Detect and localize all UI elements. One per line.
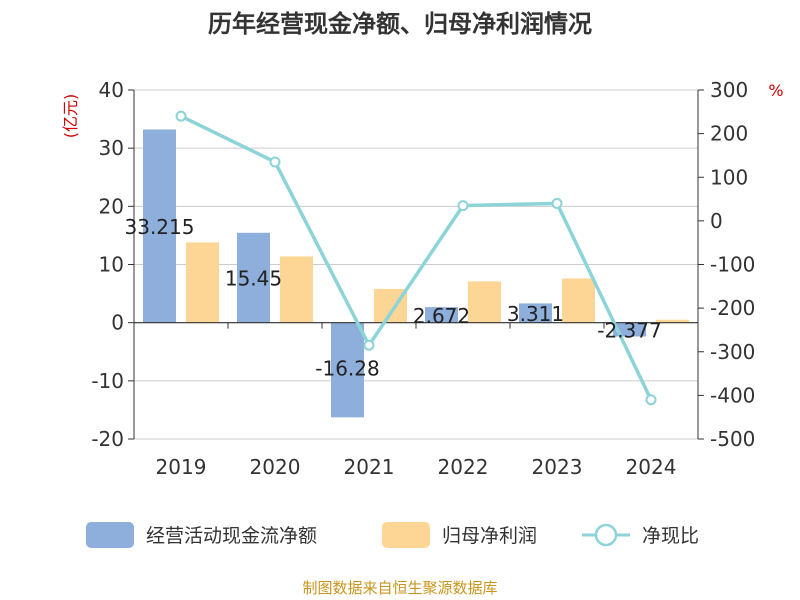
x-label-2021: 2021 [344, 455, 395, 479]
right-tick-label: -300 [710, 340, 755, 364]
cashflow-bar-2022 [425, 307, 458, 323]
legend-marker-cash-ratio [594, 523, 618, 547]
cashflow-bar-2019 [143, 129, 176, 323]
cashflow-bar-2023 [519, 303, 552, 323]
right-tick-label: -400 [710, 383, 755, 407]
right-tick-label: 300 [710, 78, 748, 102]
cash-ratio-point-2022 [457, 200, 469, 212]
cashflow-data-label-2020: 15.45 [225, 267, 282, 291]
net-profit-bar-2019 [186, 242, 219, 323]
cashflow-bar-2024 [613, 322, 646, 337]
left-tick-label: 40 [99, 78, 124, 102]
legend-item-net-profit[interactable]: 归母净利润 [382, 522, 537, 548]
right-tick-label: -200 [710, 296, 755, 320]
left-axis-unit: (亿元) [61, 94, 80, 139]
left-tick-label: -10 [91, 369, 124, 393]
cashflow-bar-2020 [237, 232, 270, 323]
right-tick-label: -500 [710, 427, 755, 451]
data-labels: 33.215 15.45 -16.28 2.672 3.311 -2.377 [125, 215, 662, 380]
legend: 经营活动现金流净额 归母净利润 净现比 [86, 522, 699, 548]
left-tick-label: 10 [99, 253, 124, 277]
x-axis [133, 322, 699, 329]
x-tick-labels: 2019 2020 2021 2022 2023 2024 [156, 455, 677, 479]
x-label-2022: 2022 [438, 455, 489, 479]
source-note: 制图数据来自恒生聚源数据库 [302, 579, 497, 597]
legend-item-cashflow[interactable]: 经营活动现金流净额 [86, 522, 317, 548]
cash-ratio-line [180, 114, 653, 401]
legend-label-cash-ratio: 净现比 [642, 525, 699, 547]
legend-label-net-profit: 归母净利润 [442, 525, 537, 547]
cashflow-bar-2021 [331, 322, 364, 418]
cash-ratio-point-2020 [269, 156, 281, 168]
x-label-2023: 2023 [532, 455, 583, 479]
cashflow-data-label-2023: 3.311 [507, 302, 564, 326]
right-axis-unit: % [768, 81, 783, 100]
legend-swatch-net-profit [382, 522, 430, 548]
right-tick-label: -100 [710, 253, 755, 277]
x-label-2019: 2019 [156, 455, 207, 479]
cash-ratio-point-2023 [551, 197, 563, 209]
cashflow-data-label-2019: 33.215 [125, 215, 195, 239]
chart-title: 历年经营现金净额、归母净利润情况 [208, 10, 592, 38]
net-profit-bar-2022 [468, 281, 501, 323]
cashflow-data-label-2024: -2.377 [597, 319, 661, 343]
right-tick-label: 0 [710, 209, 723, 233]
cashflow-data-label-2021: -16.28 [315, 356, 379, 380]
cashflow-data-label-2022: 2.672 [413, 304, 470, 328]
legend-item-cash-ratio[interactable]: 净现比 [582, 523, 699, 547]
left-tick-label: 30 [99, 136, 124, 160]
legend-swatch-cashflow [86, 522, 134, 548]
left-tick-label: 20 [99, 194, 124, 218]
right-y-axis: 300 200 100 0 -100 -200 -300 -400 -500 [697, 78, 755, 451]
right-tick-label: 100 [710, 165, 748, 189]
left-y-axis: 40 30 20 10 0 -10 -20 [91, 78, 135, 451]
right-tick-label: 200 [710, 122, 748, 146]
x-label-2024: 2024 [626, 455, 677, 479]
net-profit-bar-2023 [562, 278, 595, 323]
cash-ratio-point-2021 [363, 339, 375, 351]
net-profit-bar-2020 [280, 256, 313, 323]
left-tick-label: -20 [91, 427, 124, 451]
net-profit-bar-2024 [656, 319, 689, 323]
left-tick-label: 0 [111, 311, 124, 335]
cash-ratio-point-2019 [175, 110, 187, 122]
x-label-2020: 2020 [250, 455, 301, 479]
line-series [175, 110, 657, 406]
bar-series [143, 129, 689, 418]
cash-ratio-point-2024 [645, 394, 657, 406]
legend-label-cashflow: 经营活动现金流净额 [146, 525, 317, 547]
